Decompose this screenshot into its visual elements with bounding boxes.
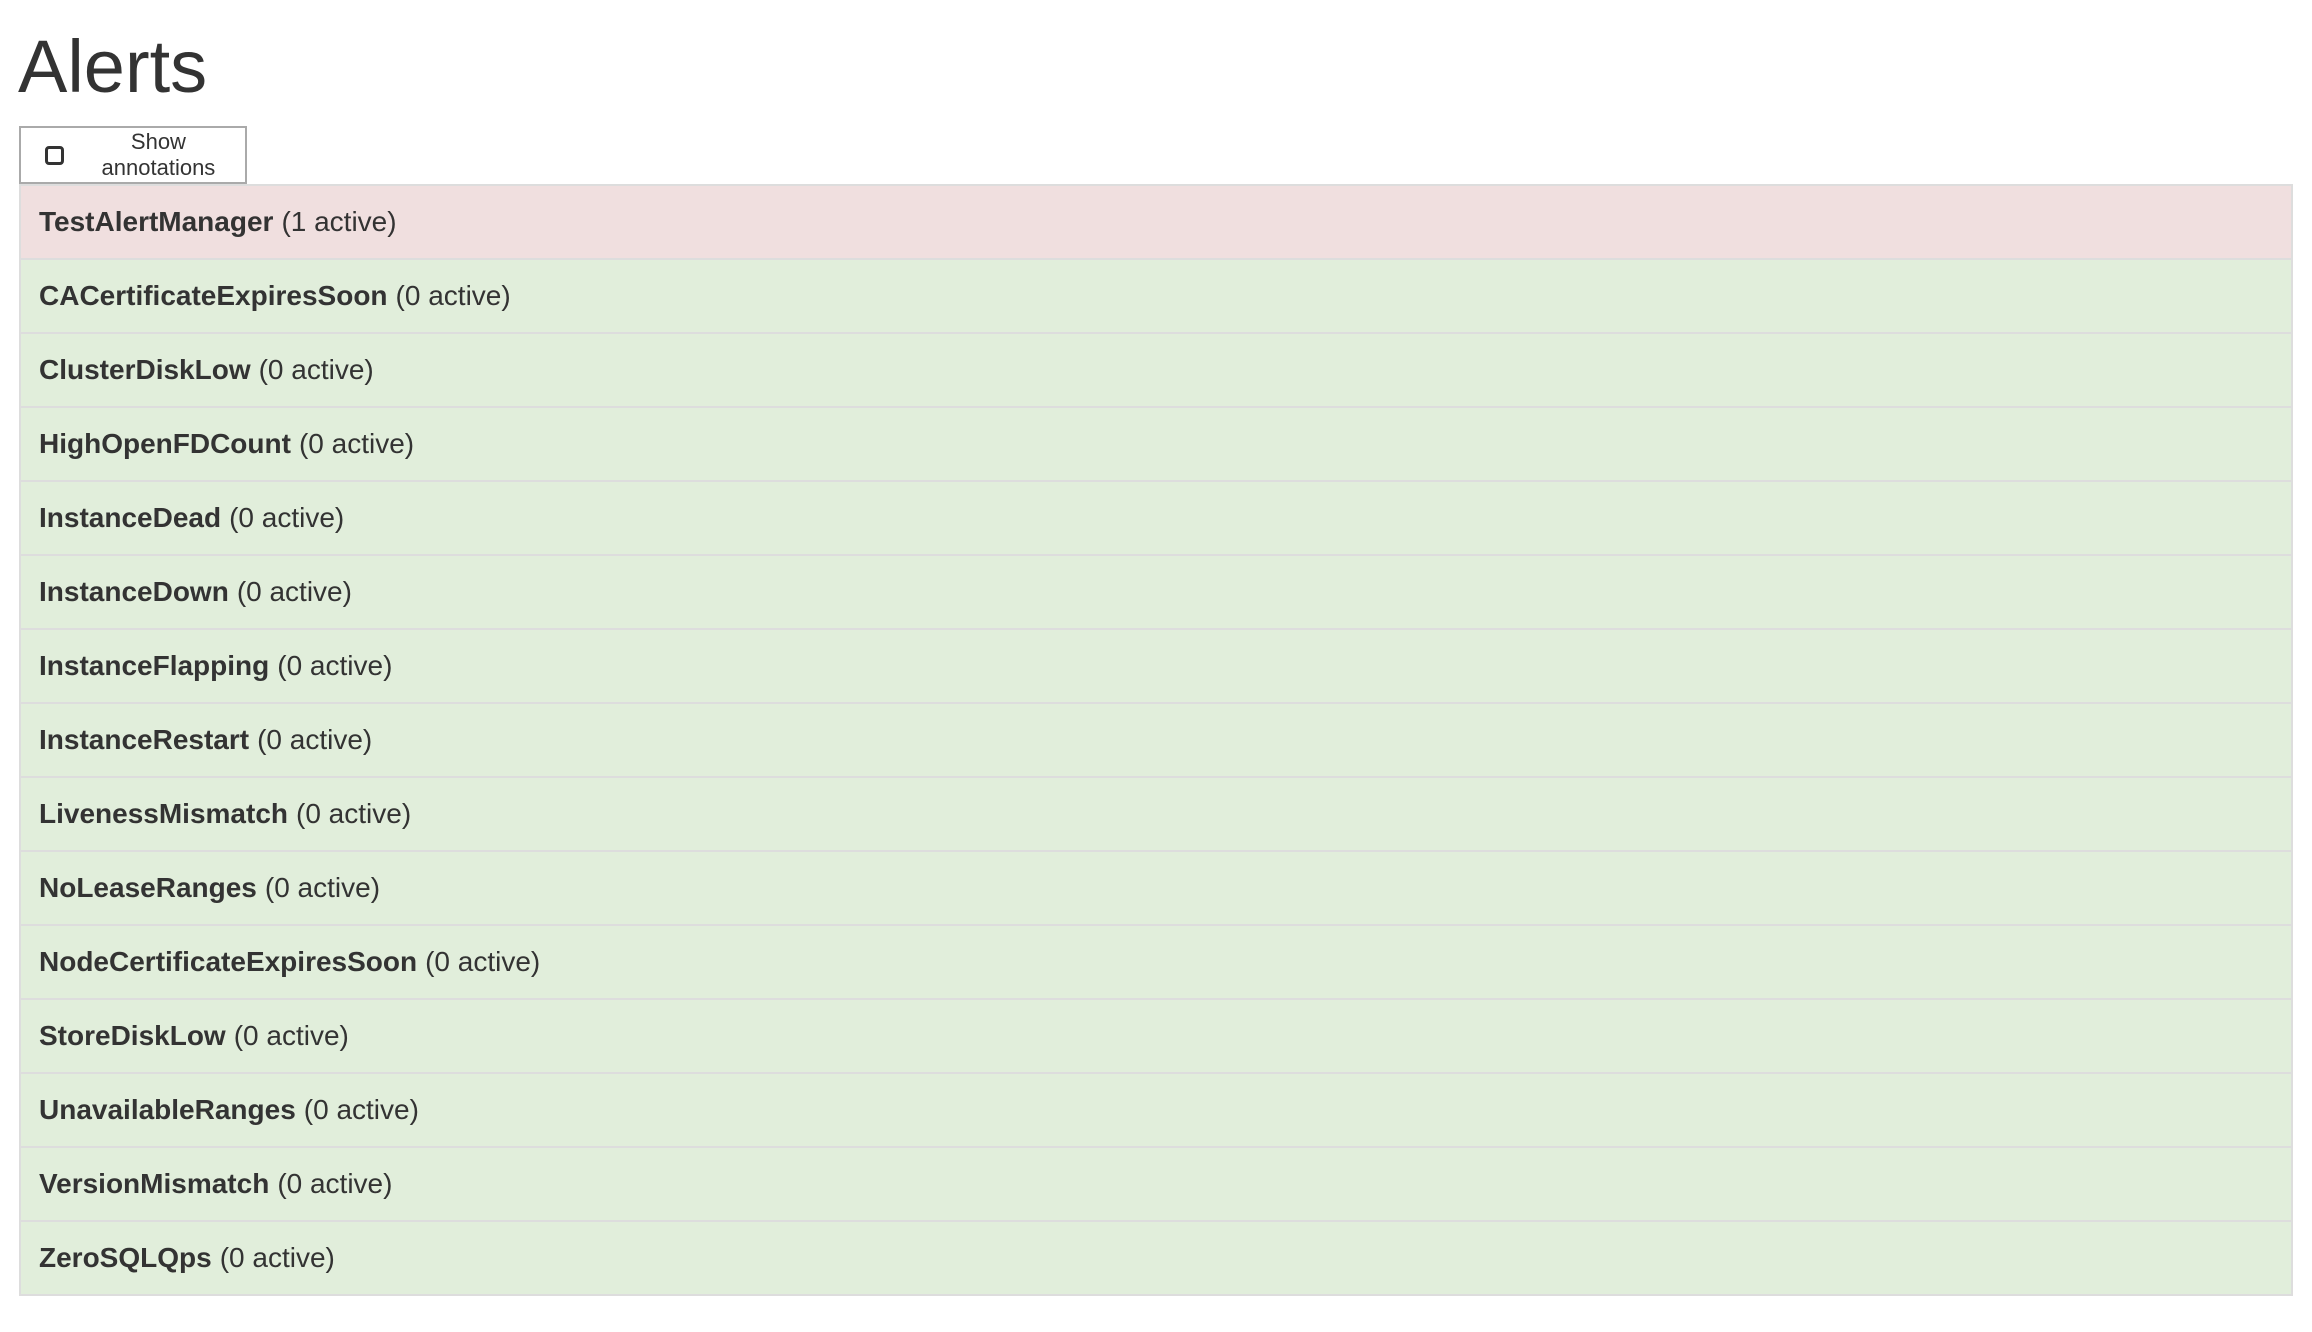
alert-name: ZeroSQLQps — [39, 1242, 212, 1273]
alert-active-count: (0 active) — [298, 428, 415, 459]
alert-active-count: (0 active) — [277, 650, 393, 681]
alert-name: CACertificateExpiresSoon — [39, 280, 388, 311]
alert-name: StoreDiskLow — [39, 1020, 226, 1051]
alert-row[interactable]: InstanceDead (0 active) — [21, 480, 2291, 554]
alert-name: HighOpenFDCount — [39, 428, 291, 459]
alert-row[interactable]: ClusterDiskLow (0 active) — [21, 332, 2291, 406]
alert-active-count: (0 active) — [219, 1242, 335, 1273]
alert-name: NodeCertificateExpiresSoon — [39, 946, 418, 977]
alert-row[interactable]: VersionMismatch (0 active) — [21, 1146, 2291, 1220]
alert-name: LivenessMismatch — [39, 798, 288, 829]
alert-name: InstanceDead — [39, 502, 222, 533]
alert-row[interactable]: LivenessMismatch (0 active) — [21, 776, 2291, 850]
alert-name: TestAlertManager — [39, 206, 274, 237]
alert-row[interactable]: InstanceFlapping (0 active) — [21, 628, 2291, 702]
alert-active-count: (0 active) — [257, 724, 373, 755]
alert-row[interactable]: InstanceDown (0 active) — [21, 554, 2291, 628]
alert-row[interactable]: CACertificateExpiresSoon (0 active) — [21, 258, 2291, 332]
alert-active-count: (0 active) — [264, 872, 381, 903]
alert-row[interactable]: StoreDiskLow (0 active) — [21, 998, 2291, 1072]
alert-row[interactable]: ZeroSQLQps (0 active) — [21, 1220, 2291, 1294]
alert-row[interactable]: NodeCertificateExpiresSoon (0 active) — [21, 924, 2291, 998]
alert-active-count: (0 active) — [425, 946, 541, 977]
page-title: Alerts — [18, 25, 208, 108]
alert-row[interactable]: TestAlertManager (1 active) — [21, 184, 2291, 258]
alert-active-count: (0 active) — [395, 280, 511, 311]
show-annotations-button[interactable]: Show annotations — [19, 126, 247, 184]
alert-list: TestAlertManager (1 active) CACertificateE… — [19, 184, 2293, 1296]
alert-row[interactable]: UnavailableRanges (0 active) — [21, 1072, 2291, 1146]
alert-name: InstanceDown — [39, 576, 229, 607]
alert-name: UnavailableRanges — [39, 1094, 296, 1125]
alert-name: NoLeaseRanges — [39, 872, 257, 903]
alert-active-count: (0 active) — [258, 354, 374, 385]
alert-name: InstanceFlapping — [39, 650, 270, 681]
alert-name: ClusterDiskLow — [39, 354, 251, 385]
checkbox-icon[interactable] — [45, 145, 64, 165]
alert-row[interactable]: NoLeaseRanges (0 active) — [21, 850, 2291, 924]
alert-row[interactable]: InstanceRestart (0 active) — [21, 702, 2291, 776]
alert-active-count: (0 active) — [296, 798, 412, 829]
alert-name: InstanceRestart — [39, 724, 250, 755]
show-annotations-label: Show annotations — [101, 129, 216, 180]
alert-row[interactable]: HighOpenFDCount (0 active) — [21, 406, 2291, 480]
alert-active-count: (0 active) — [229, 502, 345, 533]
alert-active-count: (0 active) — [277, 1168, 393, 1199]
alert-active-count: (1 active) — [281, 206, 397, 237]
alert-active-count: (0 active) — [236, 576, 352, 607]
alert-name: VersionMismatch — [39, 1168, 270, 1199]
alert-active-count: (0 active) — [233, 1020, 349, 1051]
alert-active-count: (0 active) — [303, 1094, 419, 1125]
